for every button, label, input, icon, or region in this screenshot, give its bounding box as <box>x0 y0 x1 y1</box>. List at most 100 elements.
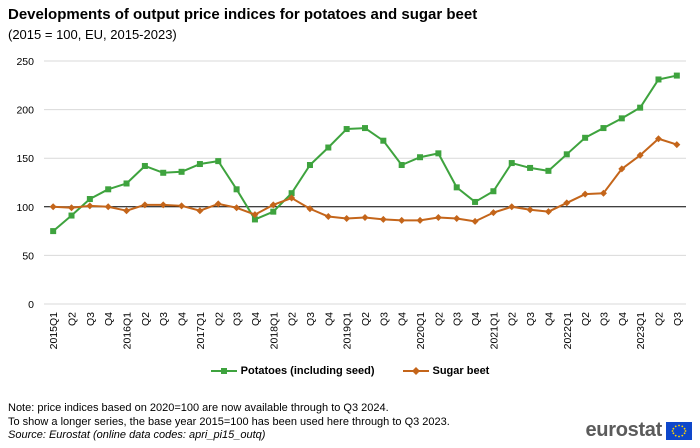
notes: Note: price indices based on 2020=100 ar… <box>8 402 450 443</box>
y-tick-label: 150 <box>16 153 34 165</box>
eu-flag-icon <box>666 421 692 440</box>
x-tick-label: Q2 <box>360 312 372 326</box>
potatoes-point <box>637 104 644 111</box>
x-tick-label: 2020Q1 <box>415 312 427 350</box>
x-tick-label: Q2 <box>433 312 445 326</box>
sugar-beet-point <box>508 203 516 211</box>
y-tick-label: 100 <box>16 202 34 214</box>
sugar-beet-point <box>434 213 442 221</box>
x-tick-label: 2019Q1 <box>342 312 354 350</box>
x-tick-label: Q4 <box>543 312 555 326</box>
x-tick-label: 2022Q1 <box>562 312 574 350</box>
potatoes-point <box>50 228 57 235</box>
sugar-beet-point <box>636 151 644 159</box>
potatoes-point <box>673 72 680 79</box>
sugar-beet-point <box>563 199 571 207</box>
sugar-beet-point <box>599 189 607 197</box>
legend: Potatoes (including seed) Sugar beet <box>0 365 700 377</box>
y-tick-label: 200 <box>16 105 34 117</box>
potatoes-point <box>288 190 295 197</box>
sugar-beet-point <box>251 211 259 219</box>
potatoes-point <box>600 125 607 132</box>
note-line-1: Note: price indices based on 2020=100 ar… <box>8 402 389 414</box>
potatoes-point <box>270 208 277 215</box>
legend-item-potatoes: Potatoes (including seed) <box>210 365 375 377</box>
x-tick-label: Q3 <box>232 312 244 326</box>
x-tick-label: Q3 <box>378 312 390 326</box>
x-tick-label: Q3 <box>158 312 170 326</box>
potatoes-point <box>398 162 405 169</box>
y-tick-label: 250 <box>16 56 34 68</box>
x-tick-label: Q3 <box>452 312 464 326</box>
sugar-beet-point <box>416 216 424 224</box>
logo-text: eurostat <box>585 419 662 441</box>
chart-title: Developments of output price indices for… <box>8 6 478 23</box>
sugar-beet-point <box>68 204 76 212</box>
sugar-beet-point <box>86 202 94 210</box>
x-tick-label: 2015Q1 <box>48 312 60 350</box>
x-tick-label: Q3 <box>598 312 610 326</box>
potatoes-point <box>527 164 534 171</box>
y-tick-label: 0 <box>28 299 34 311</box>
potatoes-point <box>618 115 625 122</box>
potatoes-point <box>490 188 497 195</box>
x-tick-label: Q4 <box>103 312 115 326</box>
potatoes-point <box>343 126 350 133</box>
sugar-beet-point <box>343 214 351 222</box>
potatoes-point <box>380 137 387 144</box>
sugar-beet-point <box>159 201 167 209</box>
potatoes-point <box>105 186 112 193</box>
potatoes-point <box>251 216 258 223</box>
sugar-beet-point <box>123 207 131 215</box>
potatoes-point <box>160 169 167 176</box>
sugar-beet-point <box>269 201 277 209</box>
sugar-beet-point <box>233 204 241 212</box>
potatoes-point <box>508 160 515 167</box>
potatoes-point <box>68 212 75 219</box>
x-tick-label: Q2 <box>507 312 519 326</box>
sugar-beet-point <box>544 208 552 216</box>
x-tick-label: 2023Q1 <box>635 312 647 350</box>
x-tick-label: Q4 <box>323 312 335 326</box>
sugar-beet-point <box>379 215 387 223</box>
legend-swatch-potatoes <box>210 368 237 374</box>
x-tick-label: Q3 <box>672 312 684 326</box>
sugar-beet-point <box>306 205 314 213</box>
sugar-beet-point <box>178 202 186 210</box>
x-tick-label: Q3 <box>85 312 97 326</box>
sugar-beet-point <box>673 141 681 149</box>
sugar-beet-point <box>288 194 296 202</box>
potatoes-point <box>86 196 93 203</box>
x-tick-label: Q4 <box>617 312 629 326</box>
potatoes-point <box>325 144 332 151</box>
potatoes-point <box>215 158 222 165</box>
potatoes-point <box>417 154 424 161</box>
legend-swatch-sugar-beet <box>402 367 429 375</box>
sugar-beet-point <box>214 200 222 208</box>
x-tick-label: Q2 <box>580 312 592 326</box>
sugar-beet-point <box>654 135 662 143</box>
x-tick-label: Q2 <box>67 312 79 326</box>
sugar-beet-point <box>453 214 461 222</box>
sugar-beet-point <box>489 209 497 217</box>
potatoes-point <box>453 184 460 191</box>
potatoes-point <box>362 125 368 132</box>
sugar-beet-point <box>141 201 149 209</box>
potatoes-point <box>563 151 570 158</box>
series-line-sugar-beet <box>53 137 678 223</box>
legend-label-potatoes: Potatoes (including seed) <box>240 365 375 377</box>
potatoes-point <box>178 168 185 175</box>
sugar-beet-point <box>104 203 112 211</box>
sugar-beet-point <box>398 216 406 224</box>
sugar-beet-point <box>361 213 369 221</box>
x-tick-label: Q2 <box>287 312 299 326</box>
sugar-beet-point <box>526 206 534 214</box>
potatoes-point <box>545 167 552 174</box>
x-tick-label: Q3 <box>305 312 317 326</box>
potatoes-point <box>123 180 130 187</box>
x-tick-label: Q4 <box>177 312 189 326</box>
x-tick-label: 2021Q1 <box>488 312 500 350</box>
series-line-potatoes <box>52 74 678 232</box>
legend-item-sugar-beet: Sugar beet <box>402 365 489 377</box>
eurostat-logo: eurostat <box>585 419 692 442</box>
